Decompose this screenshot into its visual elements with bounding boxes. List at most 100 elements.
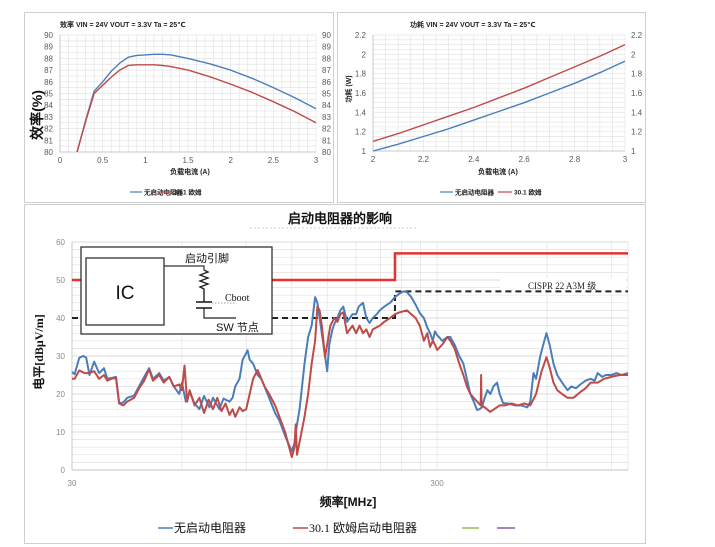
y-tick-label: 1: [362, 147, 367, 156]
y-tick-label: 50: [56, 276, 65, 285]
y-tick-label: 88: [44, 54, 53, 63]
legend-label-30ohm: 30.1 欧姆: [514, 188, 542, 197]
tick-labels: 30 300 0 10 20 30 40 50 60: [56, 238, 444, 488]
y-tick-label-right: 82: [322, 125, 331, 134]
ic-block: [85, 257, 165, 326]
x-tick-label: 30: [68, 479, 77, 488]
annotation-background: [500, 278, 626, 290]
boot-pin-label: 启动引脚: [185, 251, 229, 265]
x-tick-label: 2.8: [569, 155, 581, 164]
bootstrap-circuit-inset: IC 启动引脚 Cboot SW 节点: [80, 246, 273, 335]
y-tick-label: 0: [61, 466, 66, 475]
y-tick-label-right: 89: [322, 43, 331, 52]
x-tick-label: 2.4: [468, 155, 480, 164]
y-tick-label: 81: [44, 136, 53, 145]
y-tick-label: 60: [56, 238, 65, 247]
cboot-label: Cboot: [225, 293, 250, 304]
y-tick-label: 2: [362, 50, 367, 59]
y-tick-label: 84: [44, 101, 53, 110]
y-tick-label-right: 1.4: [631, 108, 643, 117]
y-tick-label: 1.6: [355, 89, 367, 98]
power-loss-x-axis-label: 负载电流 (A): [478, 167, 518, 176]
y-tick-label: 20: [56, 390, 65, 399]
x-tick-label: 0: [58, 156, 63, 165]
x-tick-label: 3: [314, 156, 319, 165]
y-tick-label: 87: [44, 66, 53, 75]
y-tick-label-right: 1.8: [631, 70, 643, 79]
efficiency-y-axis-label: 效率(%): [29, 90, 45, 140]
y-tick-label-right: 2.2: [631, 31, 643, 40]
efficiency-chart-title: 效率 VIN = 24V VOUT = 3.3V Ta = 25℃: [60, 20, 186, 29]
y-tick-label-right: 86: [322, 78, 331, 87]
emi-legend: 无启动电阻器 30.1 欧姆启动电阻器: [158, 521, 515, 535]
series-line: [72, 305, 628, 459]
grid: [59, 34, 317, 153]
efficiency-chart: 效率 VIN = 24V VOUT = 3.3V Ta = 25℃ 0 0.5 1 1…: [24, 12, 334, 203]
y-tick-label: 1.4: [355, 108, 367, 117]
grid: [372, 34, 626, 152]
y-tick-label-right: 81: [322, 136, 331, 145]
x-tick-label: 1: [143, 156, 148, 165]
y-tick-label: 89: [44, 43, 53, 52]
efficiency-legend: 无启动电阻器 30.1 欧姆: [130, 188, 202, 197]
power-loss-chart: 功耗 VIN = 24V VOUT = 3.3V Ta = 25℃ 2 2.2 2.…: [337, 12, 646, 203]
efficiency-x-axis-label: 负载电流 (A): [170, 167, 210, 176]
legend-label-30ohm: 30.1 欧姆启动电阻器: [309, 521, 417, 535]
y-tick-label: 1.8: [355, 70, 367, 79]
y-tick-label-right: 1.6: [631, 89, 643, 98]
x-tick-label: 2.6: [519, 155, 531, 164]
sw-node-wire: [203, 308, 236, 319]
power-loss-y-axis-label: 功耗 (W): [344, 75, 353, 102]
x-tick-label: 2.5: [268, 156, 280, 165]
legend-label-30ohm: 30.1 欧姆: [174, 188, 202, 197]
y-tick-label: 80: [44, 148, 53, 157]
y-tick-label-right: 1: [631, 147, 636, 156]
series-line: [372, 44, 626, 142]
x-tick-label: 2: [371, 155, 376, 164]
power-loss-chart-title: 功耗 VIN = 24V VOUT = 3.3V Ta = 25℃: [410, 20, 536, 29]
emi-x-axis-label: 频率[MHz]: [320, 494, 377, 509]
y-tick-label: 90: [44, 31, 53, 40]
y-tick-label: 85: [44, 90, 53, 99]
y-tick-label-right: 1.2: [631, 128, 643, 137]
power-loss-plot-area: 2 2.2 2.4 2.6 2.8 31 11.2 1.21.4 1.41.6 1.61.8 1.8…: [355, 31, 643, 164]
x-tick-label: 3: [623, 155, 628, 164]
emi-y-axis-label: 电平[dBμV/m]: [31, 314, 46, 389]
y-tick-label: 40: [56, 314, 65, 323]
y-tick-label: 1.2: [355, 128, 367, 137]
resistor-icon: [198, 269, 210, 302]
y-tick-label-right: 85: [322, 90, 331, 99]
emi-chart: 启动电阻器的影响 30 300 0 10 20 30 40 50 60 频率[MHz] 电平[d…: [24, 204, 646, 544]
y-tick-label: 83: [44, 113, 53, 122]
y-tick-label: 2.2: [355, 31, 367, 40]
y-tick-label-right: 2: [631, 50, 636, 59]
y-tick-label: 10: [56, 428, 65, 437]
series-line: [76, 64, 317, 153]
y-tick-label-right: 90: [322, 31, 331, 40]
legend-label-no-resistor: 无启动电阻器: [454, 188, 495, 197]
y-tick-label-right: 83: [322, 113, 331, 122]
x-tick-label: 2.2: [418, 155, 430, 164]
x-tick-label: 0.5: [97, 156, 109, 165]
y-tick-label: 82: [44, 125, 53, 134]
sw-node-label: SW 节点: [216, 321, 259, 334]
y-tick-label: 86: [44, 78, 53, 87]
boot-pin-wire: [164, 265, 205, 270]
emi-chart-title: 启动电阻器的影响: [288, 211, 392, 226]
y-tick-label-right: 87: [322, 66, 331, 75]
x-tick-label: 300: [430, 479, 444, 488]
legend-label-no-resistor: 无启动电阻器: [174, 521, 246, 535]
power-loss-legend: 无启动电阻器 30.1 欧姆: [440, 188, 542, 197]
x-tick-label: 1.5: [182, 156, 194, 165]
y-tick-label-right: 80: [322, 148, 331, 157]
y-tick-label-right: 88: [322, 54, 331, 63]
y-tick-label: 30: [56, 352, 65, 361]
ic-label: IC: [116, 283, 135, 304]
cispr-limit-label: CISPR 22 A3M 级: [528, 280, 596, 291]
tick-labels: 2 2.2 2.4 2.6 2.8 31 11.2 1.21.4 1.41.6 1.61.8 1.8…: [355, 31, 643, 164]
series-line: [372, 60, 626, 152]
y-tick-label-right: 84: [322, 101, 331, 110]
